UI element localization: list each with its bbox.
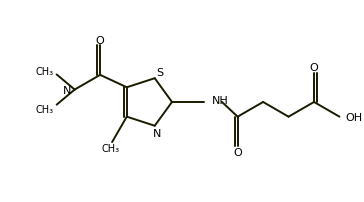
Text: O: O <box>310 62 318 72</box>
Text: OH: OH <box>345 112 363 122</box>
Text: O: O <box>96 35 104 45</box>
Text: O: O <box>233 147 242 157</box>
Text: CH₃: CH₃ <box>36 104 54 114</box>
Text: S: S <box>156 68 163 78</box>
Text: N: N <box>62 85 71 95</box>
Text: N: N <box>153 128 161 138</box>
Text: CH₃: CH₃ <box>101 143 119 153</box>
Text: NH: NH <box>212 96 229 105</box>
Text: CH₃: CH₃ <box>36 66 54 76</box>
